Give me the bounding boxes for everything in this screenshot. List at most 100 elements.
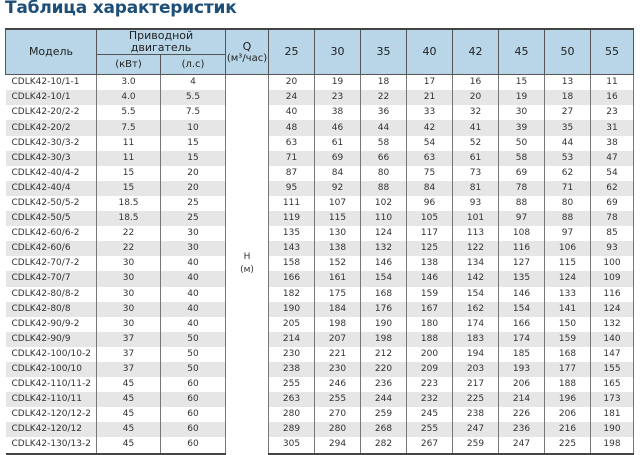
head-value-cell: 63	[268, 135, 315, 151]
head-value-cell: 19	[314, 74, 361, 91]
head-value-cell: 225	[544, 437, 591, 455]
head-value-cell: 39	[498, 120, 545, 136]
power-hp-cell: 30	[160, 226, 226, 242]
head-value-cell: 214	[498, 392, 545, 408]
characteristics-table: Модель Приводной двигатель Q (м³/час) 25…	[5, 28, 634, 455]
head-value-cell: 132	[590, 316, 634, 332]
power-hp-cell: 60	[160, 422, 226, 438]
head-value-cell: 146	[406, 271, 453, 287]
head-value-cell: 180	[406, 316, 453, 332]
head-value-cell: 166	[498, 316, 545, 332]
head-value-cell: 221	[314, 346, 361, 362]
power-hp-cell: 40	[160, 256, 226, 272]
power-hp-cell: 40	[160, 271, 226, 287]
power-hp-cell: 25	[160, 195, 226, 212]
table-row: CDLK42-120/12 45 60 289 280 268 255 247 236 216 19…	[5, 422, 634, 438]
head-value-cell: 246	[314, 377, 361, 393]
table-row: CDLK42-60/6 22 30 143 138 132 125 122 116 106 93	[5, 241, 634, 257]
table-row: CDLK42-120/12-2 45 60 280 270 259 245 238 226 206…	[5, 407, 634, 423]
head-value-cell: 46	[314, 120, 361, 136]
head-value-cell: 124	[360, 226, 407, 242]
head-value-cell: 230	[314, 361, 361, 378]
table-row: CDLK42-70/7 30 40 166 161 154 146 142 135 124 109	[5, 271, 634, 287]
head-value-cell: 181	[590, 407, 634, 423]
head-value-cell: 119	[268, 211, 315, 227]
head-value-cell: 150	[544, 316, 591, 332]
model-cell: CDLK42-50/5	[5, 211, 97, 227]
head-value-cell: 107	[314, 195, 361, 212]
head-value-cell: 100	[590, 256, 634, 272]
power-hp-cell: 40	[160, 286, 226, 302]
head-value-cell: 88	[498, 195, 545, 212]
head-value-cell: 21	[406, 90, 453, 106]
head-value-cell: 33	[406, 105, 453, 121]
model-cell: CDLK42-50/5-2	[5, 195, 97, 212]
head-value-cell: 238	[268, 361, 315, 378]
power-hp-cell: 60	[160, 392, 226, 408]
head-value-cell: 124	[590, 301, 634, 317]
head-value-cell: 16	[590, 90, 634, 106]
head-value-cell: 194	[452, 346, 499, 362]
table-row: CDLK42-20/2 7.5 10 48 46 44 42 41 39 35 31	[5, 120, 634, 136]
head-value-cell: 115	[314, 211, 361, 227]
head-value-cell: 130	[314, 226, 361, 242]
head-value-cell: 174	[498, 331, 545, 347]
head-value-cell: 161	[314, 271, 361, 287]
model-cell: CDLK42-120/12	[5, 422, 97, 438]
head-value-cell: 54	[590, 165, 634, 181]
head-value-cell: 280	[268, 407, 315, 423]
head-value-cell: 152	[314, 256, 361, 272]
power-kw-cell: 15	[96, 180, 161, 196]
head-value-cell: 78	[590, 211, 634, 227]
power-kw-cell: 18.5	[96, 195, 161, 212]
head-value-cell: 188	[406, 331, 453, 347]
head-value-cell: 173	[590, 392, 634, 408]
head-value-cell: 18	[360, 74, 407, 91]
power-kw-cell: 3.0	[96, 74, 161, 91]
power-hp-cell: 20	[160, 165, 226, 181]
table-row: CDLK42-70/7-2 30 40 158 152 146 138 134 127 115 10…	[5, 256, 634, 272]
head-value-cell: 193	[498, 361, 545, 378]
head-value-cell: 238	[452, 407, 499, 423]
head-value-cell: 16	[452, 74, 499, 91]
head-value-cell: 182	[268, 286, 315, 302]
header-motor: Приводной двигатель	[96, 28, 226, 56]
power-hp-cell: 10	[160, 120, 226, 136]
head-value-cell: 69	[498, 165, 545, 181]
head-value-cell: 232	[406, 392, 453, 408]
head-value-cell: 88	[544, 211, 591, 227]
head-value-cell: 146	[360, 256, 407, 272]
header-flow: 40	[406, 28, 453, 76]
head-value-cell: 106	[544, 241, 591, 257]
head-value-cell: 124	[544, 271, 591, 287]
head-value-cell: 53	[544, 150, 591, 166]
model-cell: CDLK42-70/7	[5, 271, 97, 287]
head-value-cell: 115	[544, 256, 591, 272]
head-value-cell: 11	[590, 74, 634, 91]
head-value-cell: 259	[452, 437, 499, 455]
head-value-cell: 154	[360, 271, 407, 287]
head-value-cell: 263	[268, 392, 315, 408]
head-value-cell: 142	[452, 271, 499, 287]
model-cell: CDLK42-20/2	[5, 120, 97, 136]
head-value-cell: 36	[360, 105, 407, 121]
head-value-cell: 44	[360, 120, 407, 136]
header-q-label: Q	[242, 39, 252, 53]
model-cell: CDLK42-80/8-2	[5, 286, 97, 302]
power-kw-cell: 30	[96, 286, 161, 302]
table-row: CDLK42-100/10-2 37 50 230 221 212 200 194 185 168…	[5, 346, 634, 362]
head-value-cell: 84	[406, 180, 453, 196]
head-value-cell: 110	[360, 211, 407, 227]
head-value-cell: 305	[268, 437, 315, 455]
power-hp-cell: 60	[160, 407, 226, 423]
head-value-cell: 155	[590, 361, 634, 378]
head-value-cell: 223	[406, 377, 453, 393]
head-value-cell: 93	[590, 241, 634, 257]
header-flow: 25	[268, 28, 315, 76]
head-value-cell: 140	[590, 331, 634, 347]
head-value-cell: 200	[406, 346, 453, 362]
power-kw-cell: 45	[96, 377, 161, 393]
model-cell: CDLK42-110/11	[5, 392, 97, 408]
power-hp-cell: 60	[160, 437, 226, 455]
head-value-cell: 88	[360, 180, 407, 196]
